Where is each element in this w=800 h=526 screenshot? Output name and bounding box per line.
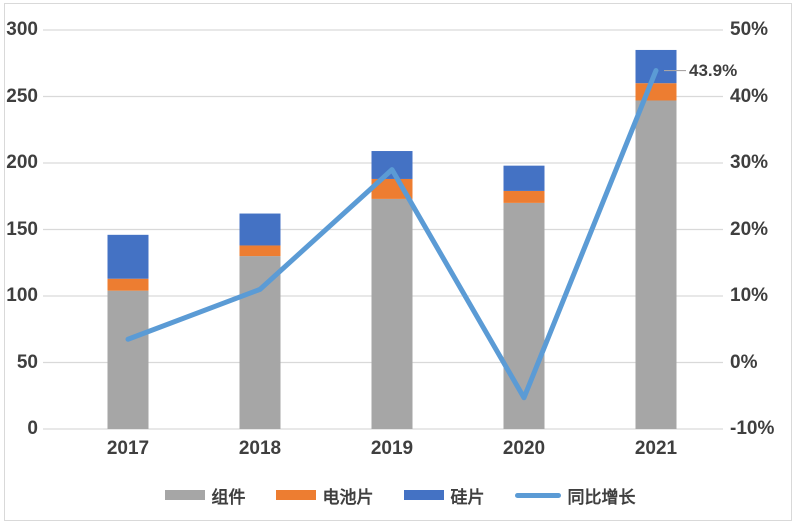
left-axis-tick: 50: [16, 351, 38, 373]
bar-2021-硅片: [635, 49, 677, 84]
growth-line: [125, 68, 659, 401]
left-axis-tick: 250: [6, 85, 38, 107]
legend-swatch-电池片: [275, 490, 316, 500]
bar-2017-硅片: [107, 234, 149, 279]
bar-2017-电池片: [107, 278, 149, 291]
annotation-data-label: 43.9%: [689, 60, 738, 80]
legend-swatch-同比增长: [514, 492, 561, 498]
legend-swatch-硅片: [403, 490, 444, 500]
bar-2020-硅片: [503, 165, 545, 191]
legend-item-同比增长: 同比增长: [514, 483, 636, 508]
left-axis-tick: 200: [6, 152, 38, 173]
right-axis-tick: 10%: [730, 285, 769, 306]
left-axis-tick: 150: [6, 218, 38, 240]
left-axis-tick: 0: [27, 418, 38, 439]
left-axis-tick: 100: [6, 285, 38, 306]
bar-2017-组件: [107, 290, 149, 429]
right-axis-tick: 50%: [730, 19, 769, 40]
bar-2018-电池片: [239, 245, 281, 257]
x-axis-label-2021: 2021: [634, 438, 678, 459]
left-axis-tick: 300: [6, 19, 38, 40]
bar-2021-组件: [635, 100, 677, 430]
legend-label: 组件: [211, 487, 246, 507]
bar-2019-硅片: [371, 151, 413, 179]
legend: 组件 电池片 硅片 同比增长: [0, 481, 800, 509]
bar-2018-硅片: [239, 213, 281, 246]
legend-item-组件: 组件: [164, 483, 246, 508]
legend-item-电池片: 电池片: [275, 483, 374, 508]
legend-item-硅片: 硅片: [403, 483, 485, 508]
x-axis-label-2019: 2019: [370, 438, 414, 459]
bar-2018-组件: [239, 256, 281, 429]
right-axis-tick: 40%: [730, 85, 769, 107]
bar-2020-电池片: [503, 190, 545, 203]
x-axis-label-2018: 2018: [238, 438, 282, 459]
bar-2019-组件: [371, 198, 413, 429]
legend-label: 同比增长: [567, 487, 636, 507]
legend-label: 硅片: [450, 487, 485, 507]
x-axis-label-2017: 2017: [106, 438, 150, 459]
right-axis-tick: -10%: [730, 418, 775, 439]
legend-label: 电池片: [322, 487, 374, 507]
legend-swatch-组件: [164, 490, 205, 500]
right-axis-tick: 30%: [730, 152, 769, 173]
right-axis-tick: 0%: [730, 351, 758, 373]
bar-2021-电池片: [635, 83, 677, 101]
right-axis-tick: 20%: [730, 218, 769, 240]
x-axis-label-2020: 2020: [502, 438, 546, 459]
